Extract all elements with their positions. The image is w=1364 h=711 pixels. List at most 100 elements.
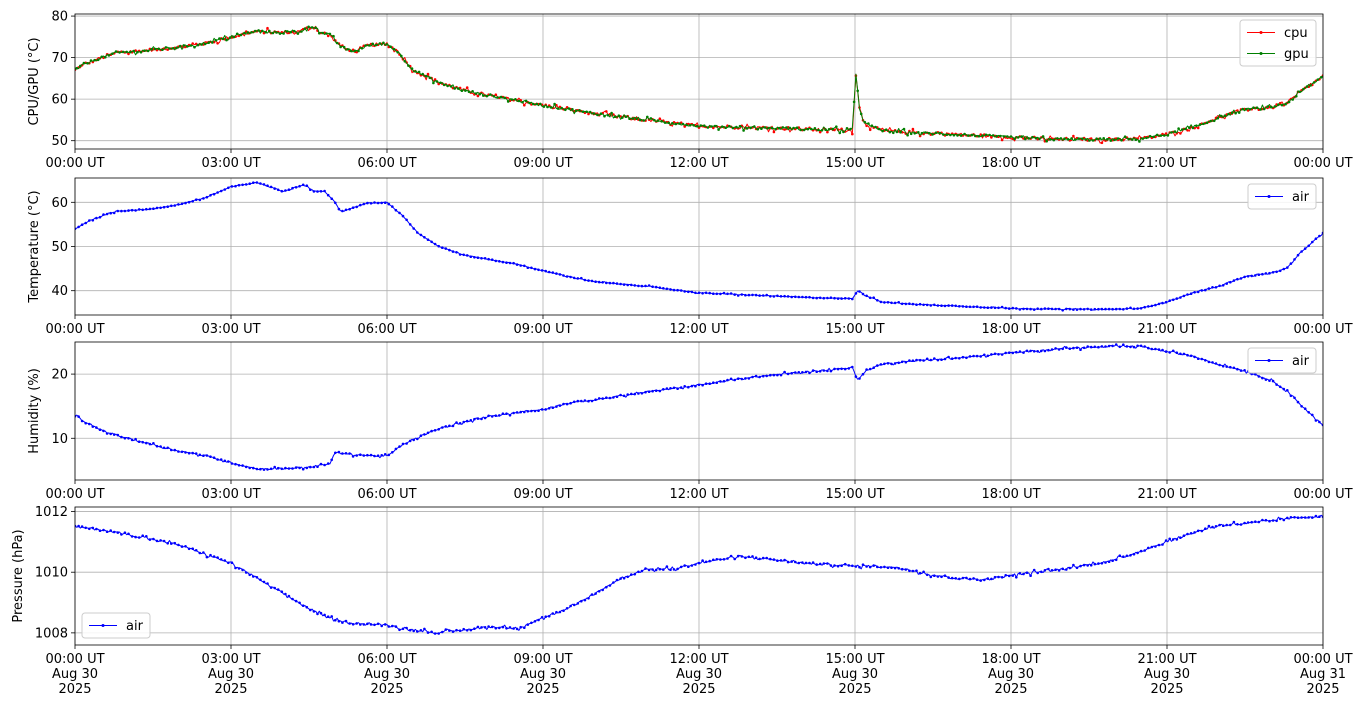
data-point [346, 48, 350, 51]
data-point [555, 272, 558, 275]
data-point [979, 579, 982, 582]
data-point [790, 372, 793, 375]
data-point [587, 279, 590, 282]
data-point [1278, 385, 1282, 389]
data-point [123, 209, 127, 213]
data-point [120, 435, 123, 439]
data-point [749, 126, 752, 130]
data-point [958, 357, 961, 360]
data-point [319, 462, 323, 466]
data-point [1075, 566, 1079, 570]
data-point [458, 629, 462, 632]
data-point [278, 32, 282, 35]
data-point [194, 452, 198, 455]
data-point [640, 284, 644, 288]
data-point [954, 577, 957, 580]
data-point [116, 433, 120, 437]
data-point [421, 72, 425, 76]
series-air [75, 343, 1323, 471]
data-point [858, 290, 861, 293]
data-point [1278, 517, 1282, 521]
data-point [373, 201, 376, 204]
data-point [1065, 568, 1068, 571]
data-point [1148, 134, 1152, 138]
data-point [1161, 543, 1164, 546]
data-point [490, 625, 494, 629]
data-point [804, 295, 808, 299]
legend-label: air [1292, 190, 1310, 205]
data-point [687, 385, 690, 389]
data-point [1022, 307, 1025, 311]
data-point [815, 370, 818, 374]
data-point [792, 126, 795, 130]
data-point [230, 561, 234, 564]
data-point [141, 534, 144, 537]
data-point [1196, 357, 1200, 361]
data-point [728, 124, 731, 128]
data-point [1241, 107, 1245, 111]
y-axis-label: Temperature (°C) [27, 190, 42, 303]
y-tick-label: 80 [51, 10, 68, 25]
data-point [184, 451, 187, 454]
data-point [975, 354, 979, 358]
data-point [266, 582, 269, 585]
data-point [799, 128, 802, 132]
data-point [720, 125, 724, 128]
data-point [127, 532, 130, 536]
data-point [351, 455, 355, 458]
data-point [221, 37, 225, 41]
data-point [130, 208, 134, 212]
data-point [480, 257, 483, 260]
data-point [1303, 407, 1307, 411]
data-point [275, 31, 278, 34]
data-point [75, 66, 79, 70]
data-point [635, 117, 638, 120]
data-point [712, 381, 715, 385]
data-point [252, 466, 255, 470]
data-point [364, 44, 367, 47]
data-point [1098, 137, 1102, 140]
data-point [446, 84, 449, 88]
data-point [476, 256, 480, 260]
data-point [458, 253, 462, 256]
data-point [394, 447, 398, 451]
data-point [1171, 349, 1175, 353]
data-point [1243, 369, 1246, 372]
data-point [262, 183, 266, 186]
data-point [769, 295, 772, 298]
data-point [826, 562, 829, 565]
data-point [219, 189, 223, 193]
data-point [105, 432, 109, 435]
data-point [180, 450, 184, 454]
data-point [387, 202, 391, 206]
data-point [444, 425, 448, 428]
data-point [872, 366, 875, 370]
data-point [173, 448, 177, 452]
data-point [1029, 574, 1032, 577]
data-point [1193, 531, 1196, 534]
data-point [1186, 353, 1189, 357]
data-point [662, 287, 665, 290]
data-point [412, 227, 416, 230]
legend-label: gpu [1284, 47, 1309, 62]
data-point [1264, 272, 1268, 275]
data-point [786, 295, 790, 298]
data-point [387, 625, 391, 628]
data-point [1266, 105, 1269, 108]
data-point [606, 113, 610, 117]
data-point [1246, 275, 1250, 278]
data-point [740, 555, 744, 558]
data-point [697, 383, 701, 387]
data-point [170, 542, 173, 545]
data-point [990, 136, 993, 139]
data-point [776, 294, 779, 298]
legend: air [81, 612, 151, 639]
data-point [704, 560, 708, 564]
data-point [273, 586, 277, 590]
data-point [212, 192, 216, 196]
data-point [736, 294, 740, 297]
data-point [164, 46, 168, 49]
data-point [305, 605, 309, 609]
data-point [949, 133, 952, 137]
data-point [1236, 367, 1239, 371]
